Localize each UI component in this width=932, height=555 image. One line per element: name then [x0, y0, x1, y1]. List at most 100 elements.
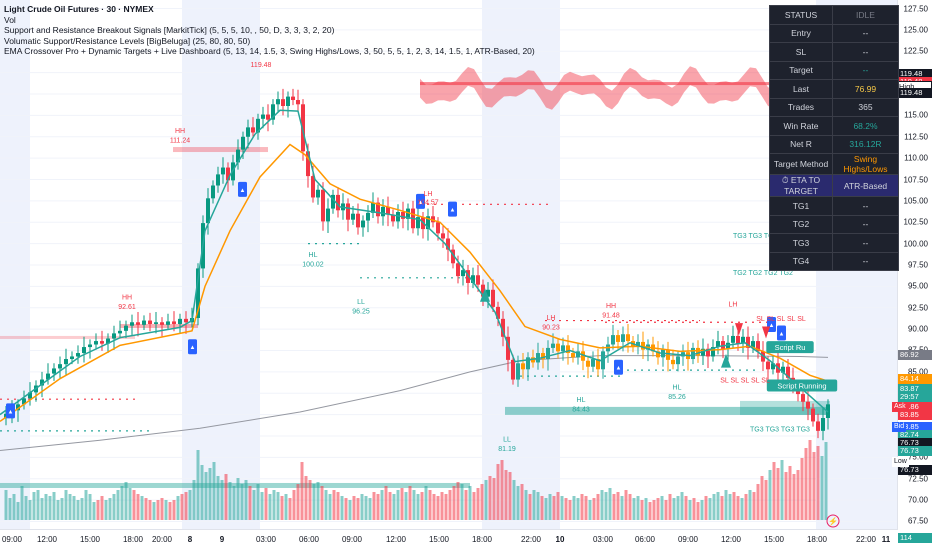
resistance-zone-111	[173, 147, 268, 153]
volume-bar	[500, 460, 504, 520]
volume-bar	[320, 486, 324, 520]
price-axis[interactable]: 127.50125.00122.50120.00117.50115.00112.…	[896, 0, 932, 543]
dashboard-value: 68.2%	[832, 116, 899, 136]
price-tag: 29:57	[898, 391, 932, 402]
candle-body	[366, 212, 370, 221]
volume-bar	[724, 490, 728, 520]
candle-body	[461, 270, 465, 277]
legend-indicator-ema-crossover[interactable]: EMA Crossover Pro + Dynamic Targets + Li…	[4, 46, 535, 56]
price-tick-label: 112.50	[904, 132, 928, 142]
volume-bar	[360, 494, 364, 520]
candle-body	[396, 212, 400, 222]
legend-symbol[interactable]: Light Crude Oil Futures · 30 · NYMEX	[4, 4, 154, 14]
candle-body	[301, 104, 305, 152]
volume-bar	[544, 498, 548, 520]
candle-body	[691, 347, 695, 360]
candle-body	[806, 401, 810, 409]
dashboard-value: --	[832, 196, 899, 216]
time-tick-label: 12:00	[720, 535, 742, 544]
volume-bar	[656, 498, 660, 520]
dashboard-value: Swing Highs/Lows	[832, 153, 899, 175]
candle-body	[441, 233, 445, 239]
volume-bar	[624, 490, 628, 520]
volume-bar	[820, 456, 824, 520]
candle-body	[178, 318, 182, 324]
signal-marker-box	[238, 181, 247, 197]
candle-body	[112, 333, 116, 339]
volume-bar	[312, 484, 316, 520]
volume-bar	[144, 498, 148, 520]
dashboard-row: STATUS IDLE	[769, 5, 899, 25]
dashboard-row: TG2 --	[769, 214, 899, 234]
volume-bar	[364, 496, 368, 520]
candle-body	[476, 275, 480, 285]
candle-body	[416, 217, 420, 229]
volume-bar	[608, 488, 612, 520]
annotation-label: TG3 TG3 TG3 TG3	[750, 426, 810, 433]
candle-body	[731, 335, 735, 343]
volume-bar	[156, 500, 160, 520]
volume-bar	[488, 476, 492, 520]
volume-bar	[588, 500, 592, 520]
candle-body	[716, 341, 720, 348]
dashboard-row: Entry --	[769, 23, 899, 43]
volume-bar	[352, 496, 356, 520]
dashboard-row: TG3 --	[769, 233, 899, 253]
candle-body	[741, 336, 745, 344]
volume-bar	[708, 498, 712, 520]
dashboard-value: --	[832, 214, 899, 234]
annotation-label: HL	[673, 384, 682, 391]
volume-bar	[660, 496, 664, 520]
dashboard-row: TG4 --	[769, 251, 899, 271]
volume-bar	[700, 500, 704, 520]
volume-bar	[580, 494, 584, 520]
volume-bar	[300, 462, 304, 520]
price-tick-label: 72.50	[907, 474, 928, 484]
volume-bar	[684, 496, 688, 520]
volume-bar	[104, 500, 108, 520]
volume-bar	[376, 494, 380, 520]
volume-bar	[188, 490, 192, 520]
legend-indicator-sr-breakout[interactable]: Support and Resistance Breakout Signals …	[4, 25, 335, 35]
volume-bar	[212, 462, 216, 520]
signal-marker-box	[448, 201, 457, 217]
volume-bar	[536, 492, 540, 520]
volume-bar	[332, 490, 336, 520]
candle-body	[626, 334, 630, 342]
annotation-label: 119.48	[251, 62, 272, 69]
dashboard-value: ATR-Based	[832, 174, 899, 197]
volume-bar	[252, 490, 256, 520]
candle-body	[40, 379, 44, 386]
legend-indicator-vol[interactable]: Vol	[4, 14, 16, 25]
annotation-label: TG2 TG2 TG2 TG2	[733, 270, 793, 277]
candle-body	[256, 118, 260, 133]
volume-bar	[808, 440, 812, 520]
volume-bar	[380, 490, 384, 520]
candle-body	[261, 114, 265, 119]
price-tick-label: 122.50	[903, 46, 928, 56]
volume-bar	[172, 500, 176, 520]
time-tick-label: 12:00	[385, 535, 407, 544]
volume-bar	[200, 465, 204, 520]
candle-body	[501, 318, 505, 337]
dashboard-label: Target	[769, 60, 833, 80]
volume-bar	[32, 492, 36, 520]
legend-indicator-volumatic[interactable]: Volumatic Support/Resistance Levels [Big…	[4, 35, 251, 46]
time-tick-label: 03:00	[255, 535, 277, 544]
candle-body	[591, 359, 595, 367]
volume-bar	[260, 492, 264, 520]
annotation-label: LH	[729, 301, 738, 308]
time-axis[interactable]: 09:00 12:00 15:00 18:00 20:00 8 9 03:00 06:00 09:…	[0, 529, 898, 550]
candle-body	[571, 353, 575, 358]
signal-marker-glyph: ▲	[616, 366, 622, 372]
candle-body	[581, 351, 585, 361]
volume-bar	[528, 494, 532, 520]
dashboard-value: 316.12R	[832, 134, 899, 154]
candle-body	[251, 127, 255, 133]
volume-bar	[280, 496, 284, 520]
volume-bar	[408, 486, 412, 520]
annotation-label: 96.25	[352, 308, 370, 315]
signal-marker-glyph: ▲	[769, 323, 775, 329]
candle-body	[148, 320, 152, 324]
volume-bar	[328, 494, 332, 520]
